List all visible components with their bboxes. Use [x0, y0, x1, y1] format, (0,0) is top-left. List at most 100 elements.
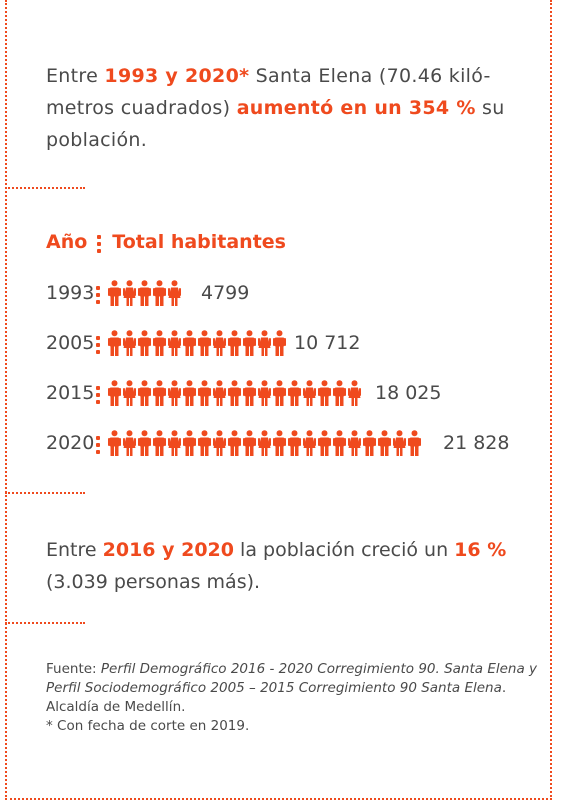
person-icon: [108, 380, 123, 406]
person-icon: [333, 380, 348, 406]
colon-separator: [96, 433, 100, 454]
person-icon: [123, 280, 138, 306]
growth-highlight-percent: 16 %: [454, 539, 507, 561]
growth-paragraph: Entre 2016 y 2020 la población creció un…: [46, 534, 526, 598]
divider: [5, 622, 85, 624]
person-icon: [198, 330, 213, 356]
table-header: Año Total habitantes: [46, 228, 286, 256]
person-icon: [183, 380, 198, 406]
intro-highlight-years: 1993 y 2020*: [104, 65, 250, 87]
person-icon: [393, 430, 408, 456]
person-icon: [228, 330, 243, 356]
colon-separator: [96, 283, 100, 304]
person-icon: [153, 380, 168, 406]
year-label: 2005: [46, 332, 95, 354]
person-icon-group: [108, 430, 423, 456]
person-icon-group: [108, 280, 183, 306]
source-publisher: . Alcaldía de Medellín.: [46, 680, 507, 715]
infographic-frame: [5, 0, 552, 800]
year-label: 1993: [46, 282, 95, 304]
person-icon: [153, 430, 168, 456]
intro-highlight-growth: aumentó en un 354 %: [236, 97, 476, 119]
person-icon: [213, 330, 228, 356]
divider: [5, 187, 85, 189]
person-icon: [198, 380, 213, 406]
value-label: 21 828: [443, 432, 510, 454]
person-icon: [138, 280, 153, 306]
person-icon: [168, 280, 183, 306]
year-label: 2015: [46, 382, 95, 404]
person-icon: [183, 430, 198, 456]
growth-highlight-years: 2016 y 2020: [102, 539, 235, 561]
person-icon: [273, 430, 288, 456]
value-label: 18 025: [375, 382, 442, 404]
colon-separator: [96, 333, 100, 354]
intro-text: Entre: [46, 65, 105, 87]
person-icon: [123, 330, 138, 356]
colon-separator: [96, 383, 100, 404]
person-icon-group: [108, 330, 288, 356]
person-icon: [138, 380, 153, 406]
growth-text: la población creció un: [234, 539, 455, 561]
person-icon: [168, 430, 183, 456]
person-icon: [168, 330, 183, 356]
person-icon: [408, 430, 423, 456]
person-icon: [243, 380, 258, 406]
person-icon: [318, 380, 333, 406]
footnote: * Con fecha de corte en 2019.: [46, 718, 250, 734]
person-icon: [213, 430, 228, 456]
divider: [5, 492, 85, 494]
value-label: 4799: [201, 282, 250, 304]
person-icon: [183, 330, 198, 356]
person-icon: [168, 380, 183, 406]
source-title: Perfil Demográfico 2016 - 2020 Corregimi…: [46, 661, 538, 696]
source-label: Fuente:: [46, 661, 101, 677]
person-icon: [258, 330, 273, 356]
value-label: 10 712: [294, 332, 361, 354]
year-label: 2020: [46, 432, 95, 454]
person-icon: [258, 430, 273, 456]
person-icon: [108, 430, 123, 456]
person-icon: [273, 330, 288, 356]
intro-paragraph: Entre 1993 y 2020* Santa Elena (70.46 ki…: [46, 60, 526, 156]
person-icon: [213, 380, 228, 406]
person-icon: [288, 430, 303, 456]
person-icon-group: [108, 380, 363, 406]
person-icon: [153, 330, 168, 356]
intro-text: su población.: [46, 97, 505, 151]
colon-separator: [97, 232, 102, 253]
pictograph-row: 2020 21 828: [46, 428, 509, 458]
person-icon: [303, 380, 318, 406]
person-icon: [123, 380, 138, 406]
header-year: Año: [46, 231, 88, 253]
pictograph-row: 2005 10 712: [46, 328, 360, 358]
person-icon: [378, 430, 393, 456]
source-note: Fuente: Perfil Demográfico 2016 - 2020 C…: [46, 660, 546, 736]
header-total: Total habitantes: [112, 231, 286, 253]
growth-text: (3.039 personas más).: [46, 571, 261, 593]
person-icon: [138, 430, 153, 456]
person-icon: [303, 430, 318, 456]
person-icon: [123, 430, 138, 456]
person-icon: [153, 280, 168, 306]
person-icon: [108, 330, 123, 356]
person-icon: [198, 430, 213, 456]
person-icon: [243, 430, 258, 456]
person-icon: [138, 330, 153, 356]
person-icon: [108, 280, 123, 306]
person-icon: [348, 380, 363, 406]
person-icon: [258, 380, 273, 406]
intro-text: Santa Elena (70.46 kiló-metros cuadrados…: [46, 65, 491, 119]
person-icon: [363, 430, 378, 456]
pictograph-row: 2015 18 025: [46, 378, 441, 408]
pictograph-row: 1993 4799: [46, 278, 249, 308]
person-icon: [288, 380, 303, 406]
growth-text: Entre: [46, 539, 103, 561]
person-icon: [228, 430, 243, 456]
person-icon: [318, 430, 333, 456]
person-icon: [273, 380, 288, 406]
person-icon: [348, 430, 363, 456]
person-icon: [228, 380, 243, 406]
person-icon: [333, 430, 348, 456]
person-icon: [243, 330, 258, 356]
